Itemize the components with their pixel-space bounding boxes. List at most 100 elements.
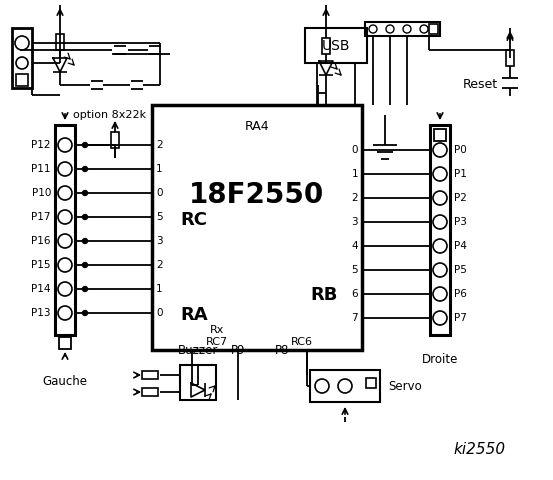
Circle shape <box>420 25 428 33</box>
Circle shape <box>433 311 447 325</box>
Bar <box>16 74 28 86</box>
Text: RB: RB <box>310 286 338 304</box>
Circle shape <box>82 287 87 291</box>
Text: Rx: Rx <box>210 325 224 335</box>
Text: P7: P7 <box>454 313 467 323</box>
Circle shape <box>82 215 87 219</box>
Text: 5: 5 <box>156 212 163 222</box>
Bar <box>430 125 450 335</box>
Text: P9: P9 <box>231 344 245 357</box>
Circle shape <box>369 25 377 33</box>
Text: 5: 5 <box>351 265 358 275</box>
Text: Buzzer: Buzzer <box>178 344 218 357</box>
Circle shape <box>16 57 28 69</box>
Text: P11: P11 <box>32 164 51 174</box>
Bar <box>310 370 380 402</box>
Circle shape <box>58 186 72 200</box>
Text: 1: 1 <box>156 284 163 294</box>
Text: 0: 0 <box>156 308 163 318</box>
Text: 0: 0 <box>156 188 163 198</box>
Circle shape <box>15 36 29 50</box>
Circle shape <box>433 287 447 301</box>
Circle shape <box>82 167 87 171</box>
Bar <box>365 22 440 36</box>
Text: P8: P8 <box>275 344 289 357</box>
Bar <box>366 378 376 388</box>
Text: 4: 4 <box>351 241 358 251</box>
Text: option 8x22k: option 8x22k <box>74 110 147 120</box>
Text: 3: 3 <box>351 217 358 227</box>
Text: USB: USB <box>322 38 350 52</box>
Circle shape <box>433 215 447 229</box>
Circle shape <box>433 167 447 181</box>
Text: 1: 1 <box>156 164 163 174</box>
Text: 6: 6 <box>351 289 358 299</box>
Circle shape <box>82 191 87 195</box>
Text: P10: P10 <box>32 188 51 198</box>
Text: ki2550: ki2550 <box>454 443 506 457</box>
Bar <box>142 388 158 396</box>
Text: P17: P17 <box>32 212 51 222</box>
Circle shape <box>58 282 72 296</box>
Circle shape <box>338 379 352 393</box>
Text: 0: 0 <box>352 145 358 155</box>
Circle shape <box>58 234 72 248</box>
Text: RC: RC <box>180 211 207 229</box>
Text: P14: P14 <box>32 284 51 294</box>
Circle shape <box>386 25 394 33</box>
Text: 2: 2 <box>351 193 358 203</box>
Bar <box>59 337 71 349</box>
Text: RC6: RC6 <box>291 337 313 347</box>
Text: 2: 2 <box>156 260 163 270</box>
Circle shape <box>58 258 72 272</box>
Circle shape <box>82 263 87 267</box>
Circle shape <box>82 311 87 315</box>
Bar <box>12 28 32 88</box>
Bar <box>305 28 367 63</box>
Bar <box>429 24 438 34</box>
Text: Gauche: Gauche <box>43 375 87 388</box>
Circle shape <box>433 143 447 157</box>
Text: 1: 1 <box>351 169 358 179</box>
Text: P0: P0 <box>454 145 467 155</box>
Text: 3: 3 <box>156 236 163 246</box>
Text: P1: P1 <box>454 169 467 179</box>
Text: Servo: Servo <box>388 380 422 393</box>
Bar <box>152 105 362 350</box>
Bar <box>111 132 119 148</box>
Circle shape <box>433 191 447 205</box>
Circle shape <box>58 210 72 224</box>
Circle shape <box>433 263 447 277</box>
Bar <box>55 125 75 335</box>
Text: P15: P15 <box>32 260 51 270</box>
Circle shape <box>82 239 87 243</box>
Text: RA4: RA4 <box>244 120 269 133</box>
Bar <box>506 50 514 66</box>
Text: Droite: Droite <box>422 353 458 366</box>
Bar <box>322 38 330 54</box>
Text: 18F2550: 18F2550 <box>189 181 325 209</box>
Circle shape <box>403 25 411 33</box>
Circle shape <box>58 162 72 176</box>
Text: RC7: RC7 <box>206 337 228 347</box>
Bar <box>56 34 64 50</box>
Text: 2: 2 <box>156 140 163 150</box>
Text: P16: P16 <box>32 236 51 246</box>
Circle shape <box>315 379 329 393</box>
Bar <box>180 365 216 400</box>
Text: P3: P3 <box>454 217 467 227</box>
Text: RA: RA <box>180 306 208 324</box>
Bar <box>434 129 446 141</box>
Text: P13: P13 <box>32 308 51 318</box>
Text: P2: P2 <box>454 193 467 203</box>
Circle shape <box>58 138 72 152</box>
Circle shape <box>82 143 87 147</box>
Text: P4: P4 <box>454 241 467 251</box>
Text: Reset: Reset <box>463 79 498 92</box>
Bar <box>142 371 158 379</box>
Text: P12: P12 <box>32 140 51 150</box>
Circle shape <box>58 306 72 320</box>
Text: P6: P6 <box>454 289 467 299</box>
Circle shape <box>433 239 447 253</box>
Text: P5: P5 <box>454 265 467 275</box>
